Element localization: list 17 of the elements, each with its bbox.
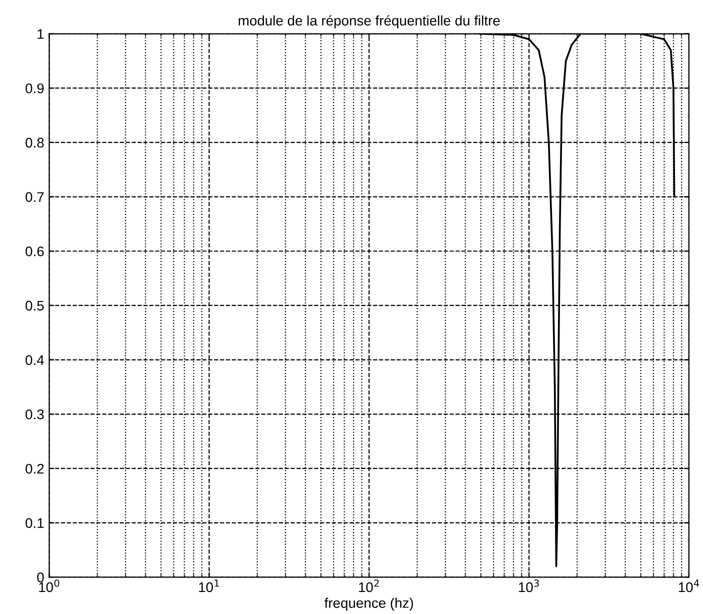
y-tick-label: 0.7	[26, 192, 44, 202]
y-tick-label: 0.6	[26, 246, 44, 256]
y-tick-label: 1	[38, 29, 44, 39]
y-tick-label: 0.2	[26, 464, 44, 474]
x-tick-label: 10$^{1}$	[199, 580, 219, 592]
x-tick-label: 10$^{4}$	[678, 580, 700, 592]
y-tick-label: 0	[37, 572, 44, 582]
y-tick-label: 0.1	[26, 518, 44, 528]
chart-title: module de la réponse fréquentielle du filtre	[238, 15, 500, 28]
x-tick-label: 10$^{3}$	[518, 579, 539, 592]
x-tick-label: 10$^{2}$	[359, 579, 379, 592]
y-tick-label: 0.9	[26, 83, 44, 94]
y-tick-label: 0.4	[26, 355, 44, 365]
y-tick-label: 0.5	[26, 300, 44, 311]
x-axis-title: frequence (hz)	[324, 598, 413, 611]
y-tick-label: 0.8	[26, 138, 44, 148]
y-tick-label: 0.3	[26, 409, 44, 420]
